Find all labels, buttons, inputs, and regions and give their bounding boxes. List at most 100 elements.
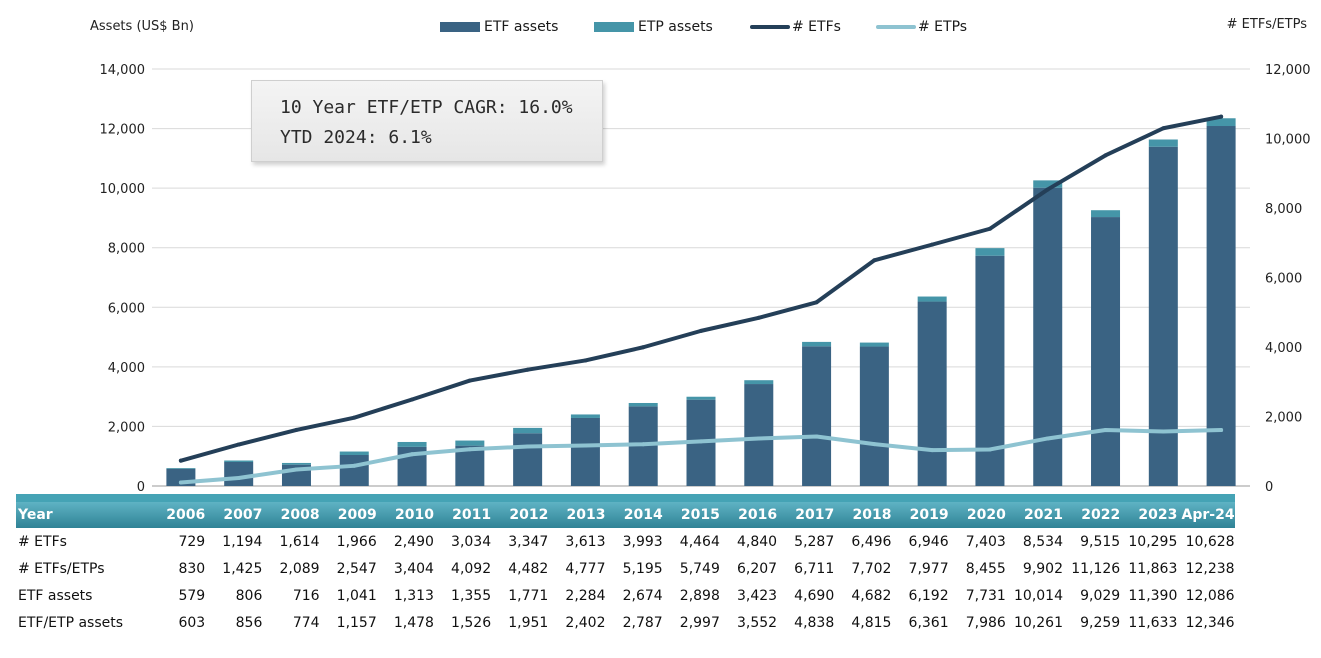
- table-cell: 9,029: [1080, 587, 1121, 604]
- point-num-etfs: [1161, 126, 1166, 131]
- y2-tick-label: 0: [1265, 480, 1273, 495]
- bar-etp-assets: [570, 414, 600, 418]
- table-column-header: 2014: [605, 494, 663, 528]
- point-num-etfs: [1103, 153, 1108, 158]
- table-cell: 1,966: [336, 533, 377, 550]
- table-cell: 7,403: [965, 533, 1006, 550]
- table-cell: 3,423: [736, 587, 778, 604]
- point-num-etps: [872, 442, 877, 447]
- bar-etf-assets: [1091, 217, 1121, 486]
- table-column-header: 2016: [719, 494, 778, 528]
- bar-etp-assets: [281, 462, 311, 465]
- table-cell: 774: [292, 614, 320, 631]
- table-cell: 4,777: [565, 560, 606, 577]
- table-cell: 6,361: [908, 614, 949, 631]
- bar-etf-assets: [570, 417, 600, 486]
- table-cell: 11,390: [1128, 587, 1178, 604]
- table-cell: 1,194: [222, 533, 263, 550]
- table-row: # ETFs/ETPs 830 1,425 2,089 2,547 3,404 4,092 4…: [16, 555, 1235, 582]
- table-cell: 1,478: [393, 614, 434, 631]
- bar-etf-assets: [339, 454, 369, 486]
- table-cell: 2,898: [679, 587, 720, 604]
- table-cell: 8,534: [1022, 533, 1063, 550]
- point-num-etps: [1045, 436, 1050, 441]
- table-cell: 10,295: [1128, 533, 1178, 550]
- data-table: Year 2006 2007 2008 2009 2010 2011 2012 2013 2014…: [16, 494, 1235, 636]
- point-num-etfs: [178, 458, 183, 463]
- point-num-etps: [294, 467, 299, 472]
- table-cell: 12,086: [1185, 587, 1235, 604]
- point-num-etps: [352, 463, 357, 468]
- cagr-callout: 10 Year ETF/ETP CAGR: 16.0% YTD 2024: 6.…: [251, 80, 603, 162]
- table-column-header: 2023: [1120, 494, 1178, 528]
- table-column-header: 2021: [1005, 494, 1063, 528]
- bar-etf-assets: [744, 384, 774, 486]
- y-tick-label: 2,000: [108, 420, 145, 435]
- table-cell: 7,731: [965, 587, 1006, 604]
- y-tick-label: 6,000: [108, 301, 145, 316]
- table-cell: 4,482: [508, 560, 549, 577]
- bar-etp-assets: [744, 380, 774, 385]
- legend-label-etp-assets: ETP assets: [638, 19, 713, 35]
- table-column-header: 2017: [777, 494, 835, 528]
- table-row: # ETFs 729 1,194 1,614 1,966 2,490 3,034 3,347 3…: [16, 528, 1235, 555]
- table-cell: 6,946: [908, 533, 949, 550]
- bar-etp-assets: [686, 396, 716, 400]
- table-row: ETF/ETP assets 603 856 774 1,157 1,478 1,526 1,…: [16, 609, 1235, 636]
- bar-etp-assets: [1206, 118, 1236, 127]
- table-cell: 2,490: [393, 533, 434, 550]
- table-cell: 4,092: [451, 560, 492, 577]
- table-cell: 4,464: [679, 533, 720, 550]
- legend-swatch-etp-assets: [594, 22, 634, 32]
- table-cell: 3,552: [736, 614, 778, 631]
- table-cell: 3,613: [565, 533, 606, 550]
- point-num-etfs: [756, 315, 761, 320]
- table-column-header: 2011: [433, 494, 492, 528]
- table-cell: 1,313: [393, 587, 434, 604]
- table-cell: 2,547: [336, 560, 377, 577]
- table-cell: 4,682: [851, 587, 892, 604]
- table-cell: 10,261: [1014, 614, 1063, 631]
- bar-etp-assets: [455, 440, 485, 446]
- y-tick-label: 10,000: [100, 182, 146, 197]
- point-num-etps: [1161, 429, 1166, 434]
- table-cell: 2,089: [279, 560, 320, 577]
- legend-swatch-num-etfs: [750, 25, 790, 29]
- point-num-etfs: [641, 345, 646, 350]
- bar-etp-assets: [166, 468, 196, 469]
- bar-etp-assets: [1148, 139, 1178, 147]
- y2-tick-label: 2,000: [1265, 411, 1302, 426]
- table-cell: 1,526: [451, 614, 492, 631]
- point-num-etps: [1219, 428, 1224, 433]
- y-tick-label: 8,000: [108, 242, 145, 257]
- callout-line-ytd: YTD 2024: 6.1%: [280, 127, 432, 148]
- table-row-label: ETF assets: [18, 587, 93, 604]
- table-cell: 6,207: [736, 560, 778, 577]
- table-column-header: 2009: [319, 494, 377, 528]
- table-cell: 5,195: [622, 560, 663, 577]
- point-num-etps: [467, 447, 472, 452]
- table-cell: 5,749: [679, 560, 720, 577]
- table-cell: 4,690: [794, 587, 835, 604]
- point-num-etfs: [930, 242, 935, 247]
- bar-etp-assets: [513, 427, 543, 434]
- point-num-etps: [410, 452, 415, 457]
- point-num-etps: [699, 439, 703, 444]
- point-num-etps: [1103, 428, 1108, 433]
- point-num-etps: [930, 448, 935, 453]
- table-cell: 7,986: [965, 614, 1006, 631]
- bar-etp-assets: [397, 441, 427, 447]
- point-num-etfs: [236, 442, 241, 447]
- table-cell: 4,840: [736, 533, 778, 550]
- table-cell: 9,515: [1080, 533, 1121, 550]
- point-num-etfs: [699, 328, 703, 333]
- point-num-etps: [178, 480, 183, 485]
- table-cell: 806: [235, 587, 263, 604]
- y-axis-title: Assets (US$ Bn): [90, 19, 194, 34]
- table-cell: 11,863: [1128, 560, 1178, 577]
- table-column-header: 2015: [662, 494, 720, 528]
- table-column-header: 2006: [148, 494, 206, 528]
- table-column-header: 2018: [834, 494, 892, 528]
- bar-etp-assets: [628, 402, 658, 407]
- table-cell: 1,951: [508, 614, 549, 631]
